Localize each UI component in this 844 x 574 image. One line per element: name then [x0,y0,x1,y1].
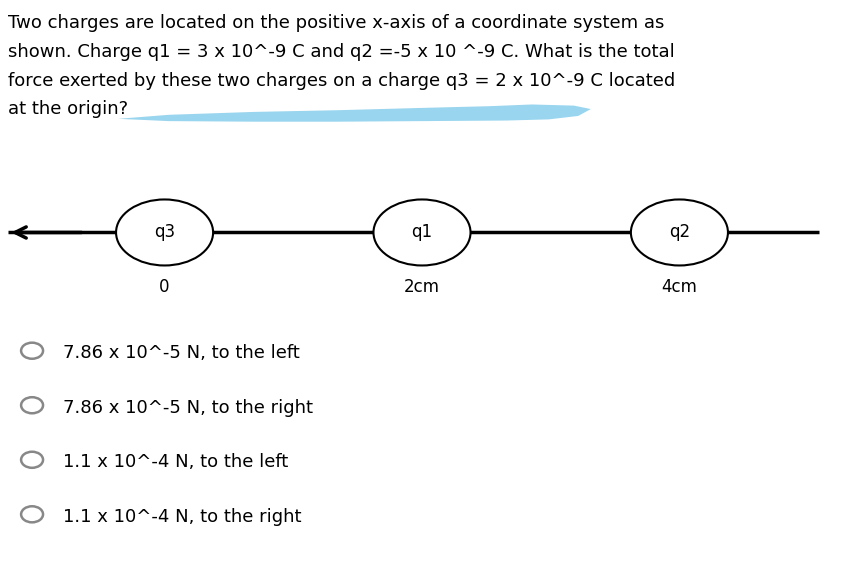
Text: q3: q3 [154,223,176,242]
Ellipse shape [21,506,43,522]
Ellipse shape [21,397,43,413]
Ellipse shape [21,452,43,468]
PathPatch shape [118,104,591,122]
Text: 2cm: 2cm [404,278,440,296]
Text: 7.86 x 10^-5 N, to the left: 7.86 x 10^-5 N, to the left [63,344,300,362]
Ellipse shape [374,200,471,265]
Text: q2: q2 [668,223,690,242]
Text: force exerted by these two charges on a charge q3 = 2 x 10^-9 C located: force exerted by these two charges on a … [8,72,676,90]
Text: at the origin?: at the origin? [8,100,128,118]
Ellipse shape [116,200,214,265]
Text: q1: q1 [411,223,433,242]
Text: 4cm: 4cm [662,278,697,296]
Text: 0: 0 [160,278,170,296]
Text: 1.1 x 10^-4 N, to the right: 1.1 x 10^-4 N, to the right [63,507,302,526]
Text: Two charges are located on the positive x-axis of a coordinate system as: Two charges are located on the positive … [8,14,665,32]
Ellipse shape [21,343,43,359]
Text: 1.1 x 10^-4 N, to the left: 1.1 x 10^-4 N, to the left [63,453,289,471]
Text: 7.86 x 10^-5 N, to the right: 7.86 x 10^-5 N, to the right [63,398,313,417]
Text: shown. Charge q1 = 3 x 10^-9 C and q2 =-5 x 10 ^-9 C. What is the total: shown. Charge q1 = 3 x 10^-9 C and q2 =-… [8,43,675,61]
Ellipse shape [631,200,728,265]
